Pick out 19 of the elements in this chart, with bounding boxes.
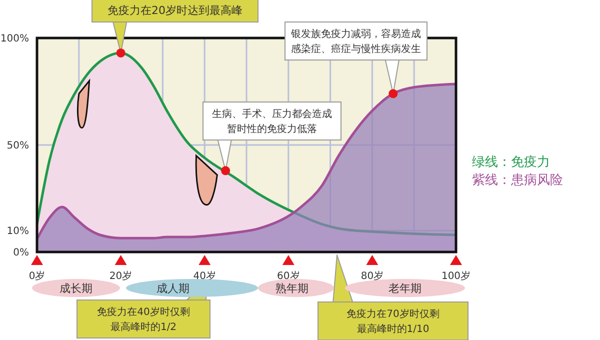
y-tick-label: 10% (6, 226, 29, 238)
text: 绿线：免疫力 (472, 155, 550, 170)
x-tick-label: 100岁 (441, 270, 471, 282)
text: 老年期 (388, 282, 422, 295)
text: 免疫力在70岁时仅剩最高峰时的1/10 (346, 308, 440, 335)
y-tick-label: 100% (0, 34, 29, 45)
text: 熟年期 (276, 282, 308, 295)
annotation: 银发族免疫力减弱，容易造成感染症、癌症与慢性疾病发生 (290, 28, 421, 55)
text: 成人期 (156, 282, 190, 295)
y-tick-label: 0% (13, 248, 29, 259)
x-tick-label: 0岁 (28, 270, 46, 282)
text: 成长期 (60, 282, 92, 295)
text: 免疫力在40岁时仅剩最高峰时的1/2 (97, 306, 190, 333)
annotation: 免疫力在20岁时达到最高峰 (108, 4, 242, 17)
x-tick-label: 80岁 (360, 270, 384, 282)
x-tick-label: 20岁 (109, 270, 132, 282)
series-label: 紫线：患病风险 (472, 173, 563, 188)
y-tick-label: 50% (6, 140, 29, 152)
annotation: 生病、手术、压力都会造成暂时性的免疫力低落 (212, 108, 332, 135)
